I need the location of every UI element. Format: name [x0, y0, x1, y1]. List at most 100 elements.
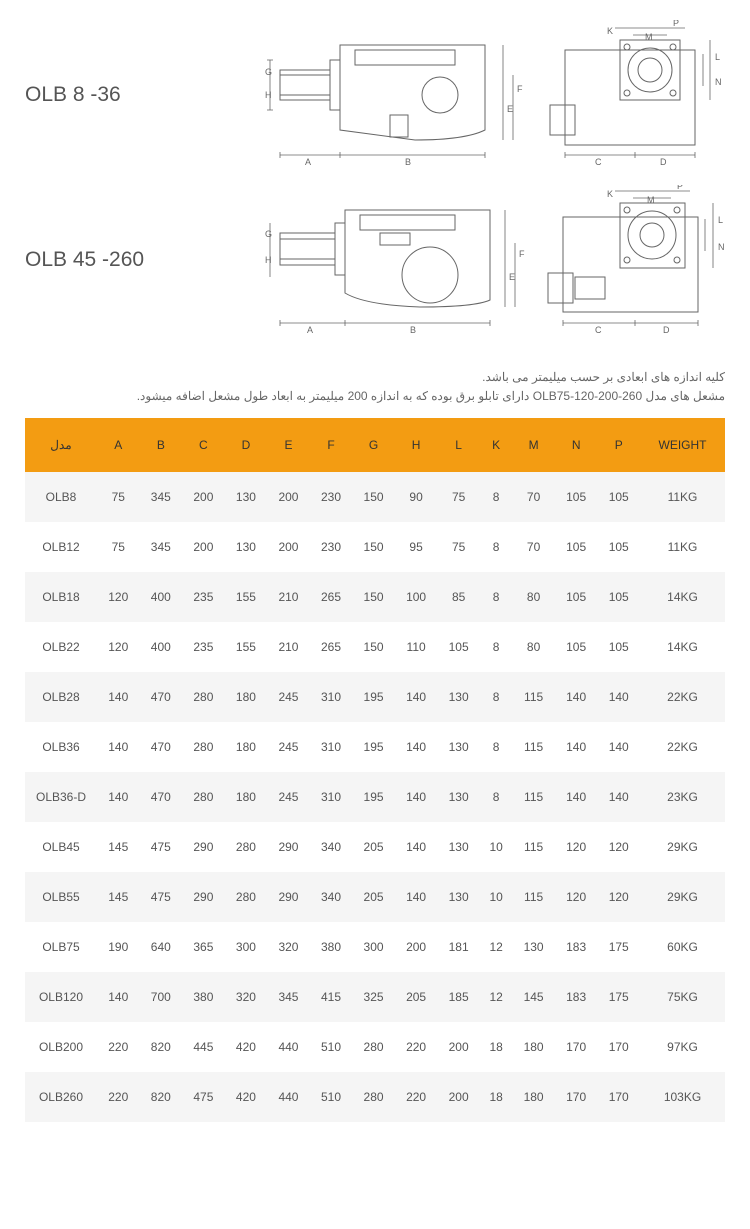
table-row: OLB1812040023515521026515010085880105105… [25, 572, 725, 622]
table-cell: OLB45 [25, 822, 97, 872]
table-cell: 510 [310, 1022, 353, 1072]
table-cell: OLB120 [25, 972, 97, 1022]
table-cell: 245 [267, 772, 310, 822]
table-cell: 300 [352, 922, 395, 972]
table-cell: 440 [267, 1072, 310, 1122]
table-cell: 140 [555, 722, 598, 772]
table-cell: 14KG [640, 572, 725, 622]
table-cell: 380 [182, 972, 225, 1022]
dim-E2: E [509, 272, 515, 282]
table-cell: OLB75 [25, 922, 97, 972]
table-cell: 820 [140, 1072, 183, 1122]
table-cell: 14KG [640, 622, 725, 672]
table-cell: 105 [437, 622, 480, 672]
table-cell: 105 [597, 472, 640, 522]
table-cell: 100 [395, 572, 438, 622]
table-cell: 115 [512, 822, 555, 872]
table-cell: 175 [597, 972, 640, 1022]
table-cell: 120 [97, 622, 140, 672]
table-cell: 475 [182, 1072, 225, 1122]
table-cell: 235 [182, 572, 225, 622]
table-cell: 400 [140, 622, 183, 672]
table-cell: 210 [267, 572, 310, 622]
dim-G: G [265, 67, 272, 77]
table-header-cell: WEIGHT [640, 418, 725, 472]
table-cell: 60KG [640, 922, 725, 972]
side-view-2: G H A B F E [265, 185, 525, 335]
table-header-cell: G [352, 418, 395, 472]
note-line-1: کلیه اندازه های ابعادی بر حسب میلیمتر می… [25, 368, 725, 387]
table-cell: 140 [555, 672, 598, 722]
dim-L: L [715, 52, 720, 62]
table-cell: 130 [437, 872, 480, 922]
table-cell: 470 [140, 772, 183, 822]
table-cell: 280 [182, 722, 225, 772]
table-cell: 320 [225, 972, 268, 1022]
table-cell: 180 [225, 672, 268, 722]
table-cell: 140 [97, 972, 140, 1022]
table-cell: 300 [225, 922, 268, 972]
table-cell: 95 [395, 522, 438, 572]
dim-C2: C [595, 325, 602, 335]
table-cell: 170 [555, 1072, 598, 1122]
table-cell: 115 [512, 772, 555, 822]
table-cell: 200 [395, 922, 438, 972]
table-cell: 400 [140, 572, 183, 622]
table-cell: 22KG [640, 672, 725, 722]
dim-H: H [265, 90, 272, 100]
table-cell: 115 [512, 872, 555, 922]
table-row: OLB1201407003803203454153252051851214518… [25, 972, 725, 1022]
table-cell: OLB36-D [25, 772, 97, 822]
table-cell: 205 [352, 822, 395, 872]
table-cell: 105 [555, 472, 598, 522]
table-cell: 265 [310, 622, 353, 672]
table-cell: 130 [437, 822, 480, 872]
table-header-cell: مدل [25, 418, 97, 472]
diagram-row-2: OLB 45 -260 [25, 185, 725, 335]
table-cell: 130 [225, 522, 268, 572]
table-cell: 10 [480, 822, 512, 872]
table-cell: 8 [480, 472, 512, 522]
table-cell: 90 [395, 472, 438, 522]
table-cell: 80 [512, 622, 555, 672]
table-row: OLB1275345200130200230150957587010510511… [25, 522, 725, 572]
table-cell: 205 [352, 872, 395, 922]
table-header-cell: K [480, 418, 512, 472]
table-row: OLB2814047028018024531019514013081151401… [25, 672, 725, 722]
diagram-section: OLB 8 -36 [0, 0, 750, 360]
table-cell: 103KG [640, 1072, 725, 1122]
dim-M2: M [647, 195, 655, 205]
table-cell: 475 [140, 872, 183, 922]
table-cell: 105 [597, 522, 640, 572]
table-header-cell: C [182, 418, 225, 472]
table-cell: 820 [140, 1022, 183, 1072]
table-cell: 155 [225, 572, 268, 622]
table-cell: OLB260 [25, 1072, 97, 1122]
table-cell: 200 [437, 1072, 480, 1122]
table-cell: 22KG [640, 722, 725, 772]
dim-C: C [595, 157, 602, 167]
dim-P: P [673, 20, 679, 28]
dim-A: A [305, 157, 311, 167]
dim-N: N [715, 77, 722, 87]
table-cell: 130 [437, 672, 480, 722]
table-cell: 8 [480, 772, 512, 822]
table-cell: 23KG [640, 772, 725, 822]
table-cell: 280 [352, 1022, 395, 1072]
table-row: OLB875345200130200230150907587010510511K… [25, 472, 725, 522]
table-cell: 475 [140, 822, 183, 872]
dim-P2: P [677, 185, 683, 191]
table-cell: 340 [310, 822, 353, 872]
table-cell: 155 [225, 622, 268, 672]
table-cell: 195 [352, 772, 395, 822]
drawings-2: G H A B F E [145, 185, 725, 335]
model-label-1: OLB 8 -36 [25, 83, 145, 107]
table-cell: 170 [597, 1022, 640, 1072]
table-cell: 290 [267, 822, 310, 872]
table-row: OLB2212040023515521026515011010588010510… [25, 622, 725, 672]
table-row: OLB2602208204754204405102802202001818017… [25, 1072, 725, 1122]
table-cell: 115 [512, 672, 555, 722]
table-cell: 105 [555, 522, 598, 572]
table-cell: 29KG [640, 872, 725, 922]
table-header-cell: H [395, 418, 438, 472]
